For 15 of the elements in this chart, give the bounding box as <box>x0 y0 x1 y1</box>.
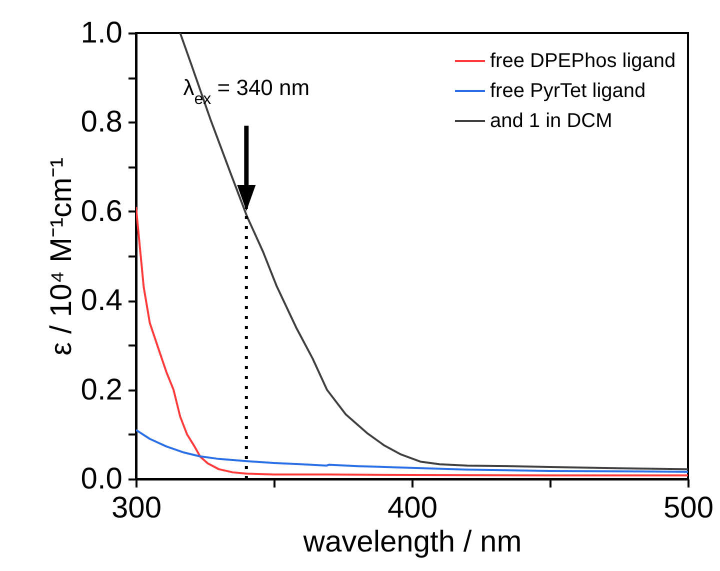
x-tick-label: 400 <box>387 492 438 524</box>
legend-label: free PyrTet ligand <box>490 80 646 102</box>
line-series <box>179 33 688 470</box>
y-axis-title: ε / 10⁴ M⁻¹cm⁻¹ <box>44 158 78 356</box>
legend-label: free DPEPhos ligand <box>490 50 676 72</box>
line-series <box>136 428 688 473</box>
y-tick-label: 0.6 <box>80 194 122 228</box>
line-series <box>136 206 688 476</box>
x-axis-title: wavelength / nm <box>302 526 522 558</box>
x-tick-label: 500 <box>663 492 714 524</box>
y-tick-label: 1.0 <box>80 16 122 50</box>
legend-label: and 1 in DCM <box>490 110 612 132</box>
y-tick-label: 0.8 <box>80 106 122 139</box>
y-tick-label: 0.4 <box>80 284 122 318</box>
y-tick-label: 0.2 <box>80 373 122 406</box>
